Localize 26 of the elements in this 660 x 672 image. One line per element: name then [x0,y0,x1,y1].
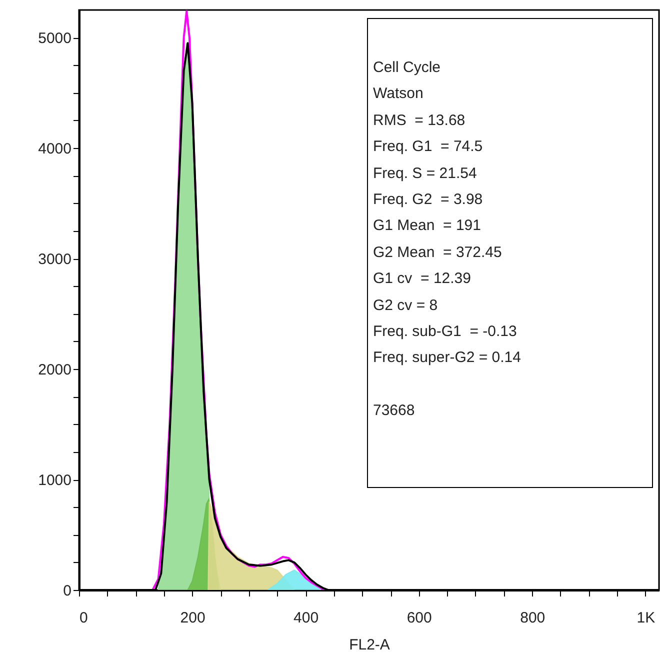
annotation: G2 cv = 8 [373,296,439,316]
x-tick-label: 400 [294,610,319,626]
x-tick-label: 0 [80,610,88,626]
y-tick-label: 2000 [38,362,72,379]
x-tick-label: 600 [406,610,432,626]
y-tick-label: 5000 [38,30,72,48]
annotation: Watson [373,84,424,104]
annotation: Freq. G1 = 74.5 [373,137,484,158]
x-tick-label: 200 [180,610,206,626]
x-tick-label: 1K [636,610,656,626]
annotation: Freq. sub-G1 = -0.13 [373,322,518,342]
annotation: G2 Mean = 372.45 [373,242,503,263]
annotation: G1 Mean = 191 [373,216,482,236]
y-tick-label: 0 [63,582,72,600]
annotation: Freq. super-G2 = 0.14 [373,348,522,368]
y-tick-label: 4000 [38,140,72,158]
annotation: RMS = 13.68 [373,110,466,131]
y-tick-label: 3000 [38,251,72,268]
annotation: Cell Cycle [373,58,442,78]
annotation: 73668 [373,401,416,422]
annotation: G1 cv = 12.39 [373,269,472,290]
x-tick-label: 800 [520,610,546,626]
annotation: Freq. S = 21.54 [373,164,478,184]
x-axis-title: FL2-A [349,636,390,654]
y-tick-label: 1000 [38,472,72,490]
annotation: Freq. G2 = 3.98 [373,190,484,210]
